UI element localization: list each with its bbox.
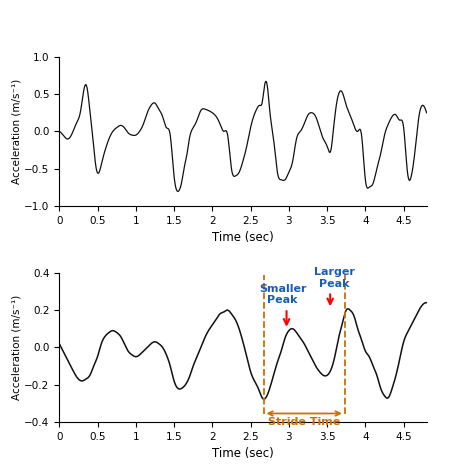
Text: Stride Time: Stride Time [268,417,340,427]
Y-axis label: Acceleration (m/s⁻¹): Acceleration (m/s⁻¹) [11,79,21,184]
Y-axis label: Acceleration (m/s⁻¹): Acceleration (m/s⁻¹) [11,295,21,400]
X-axis label: Time (sec): Time (sec) [212,231,274,244]
Text: Smaller
Peak: Smaller Peak [259,284,307,305]
X-axis label: Time (sec): Time (sec) [212,447,274,460]
Text: Larger
Peak: Larger Peak [314,267,355,289]
